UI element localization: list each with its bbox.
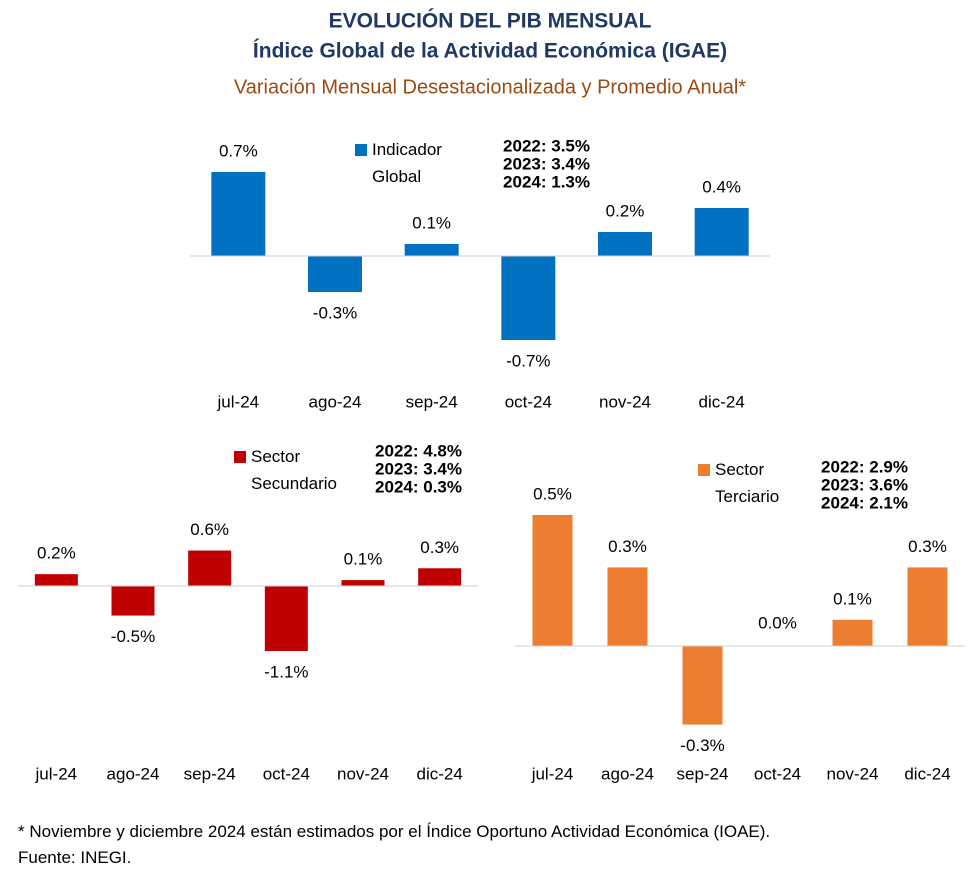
annotation: 2023: 3.6% — [821, 475, 908, 494]
legend-label: Sector Terciario — [715, 460, 780, 506]
source: Fuente: INEGI. — [18, 848, 132, 867]
bar — [907, 567, 948, 646]
bar — [34, 574, 78, 586]
bar — [308, 256, 362, 292]
x-tick-label: ago-24 — [107, 764, 160, 783]
x-tick-label: ago-24 — [309, 392, 362, 411]
subtitle: Índice Global de la Actividad Económica … — [253, 40, 727, 63]
data-label: 0.4% — [702, 177, 741, 196]
legend-marker — [698, 464, 710, 476]
bar — [598, 232, 652, 256]
bar — [607, 567, 648, 646]
data-label: 0.5% — [533, 484, 572, 503]
bar — [832, 619, 873, 646]
data-label: -0.5% — [111, 627, 155, 646]
legend-marker — [234, 451, 246, 463]
bar — [111, 586, 155, 616]
x-tick-label: nov-24 — [599, 392, 651, 411]
data-label: 0.2% — [606, 201, 645, 220]
data-label: 0.6% — [190, 520, 229, 539]
bar — [501, 256, 556, 340]
x-tick-label: jul-24 — [217, 392, 260, 411]
bar — [211, 172, 266, 256]
x-tick-label: dic-24 — [904, 764, 950, 783]
bar — [418, 568, 462, 586]
title: EVOLUCIÓN DEL PIB MENSUAL — [329, 9, 652, 33]
x-tick-label: dic-24 — [699, 392, 745, 411]
annotation: 2023: 3.4% — [503, 154, 590, 173]
subtitle: Variación Mensual Desestacionalizada y P… — [234, 76, 746, 98]
legend-marker — [355, 144, 367, 156]
x-tick-label: jul-24 — [531, 764, 574, 783]
data-label: 0.3% — [420, 538, 459, 557]
bar — [264, 586, 308, 651]
bar — [341, 580, 385, 586]
x-tick-label: ago-24 — [601, 764, 654, 783]
annotation: 2024: 2.1% — [821, 493, 908, 512]
legend-label: Indicador Global — [372, 140, 442, 186]
data-label: 0.2% — [37, 544, 76, 563]
bar — [694, 208, 749, 256]
x-tick-label: sep-24 — [677, 764, 729, 783]
annotation: 2024: 1.3% — [503, 172, 590, 191]
data-label: 0.7% — [219, 141, 258, 160]
data-label: 0.1% — [833, 589, 872, 608]
annotation: 2022: 4.8% — [375, 441, 462, 460]
x-tick-label: sep-24 — [184, 764, 236, 783]
x-tick-label: oct-24 — [263, 764, 310, 783]
data-label: 0.0% — [758, 613, 797, 632]
x-tick-label: dic-24 — [417, 764, 463, 783]
legend-label: Sector Secundario — [251, 447, 338, 493]
bar — [532, 515, 573, 646]
x-tick-label: oct-24 — [754, 764, 801, 783]
bar — [188, 550, 232, 586]
annotation: 2022: 3.5% — [503, 136, 590, 155]
data-label: 0.3% — [608, 537, 647, 556]
data-label: -1.1% — [264, 662, 308, 681]
x-tick-label: sep-24 — [406, 392, 458, 411]
x-tick-label: oct-24 — [505, 392, 552, 411]
x-tick-label: nov-24 — [337, 764, 389, 783]
annotation: 2023: 3.4% — [375, 459, 462, 478]
x-tick-label: jul-24 — [35, 764, 78, 783]
data-label: 0.1% — [412, 213, 451, 232]
data-label: -0.3% — [313, 303, 357, 322]
x-tick-label: nov-24 — [827, 764, 879, 783]
data-label: 0.1% — [344, 550, 383, 569]
bar — [404, 244, 459, 256]
footnote: * Noviembre y diciembre 2024 están estim… — [18, 822, 771, 841]
annotation: 2024: 0.3% — [375, 477, 462, 496]
data-label: -0.7% — [506, 351, 550, 370]
data-label: -0.3% — [680, 736, 724, 755]
data-label: 0.3% — [908, 537, 947, 556]
bar — [682, 646, 723, 725]
annotation: 2022: 2.9% — [821, 457, 908, 476]
